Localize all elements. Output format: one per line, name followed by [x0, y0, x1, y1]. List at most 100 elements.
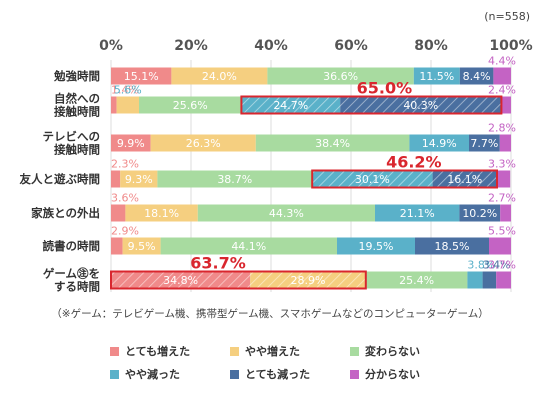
row-label: テレビへの — [43, 130, 101, 144]
row-label: 友人と遊ぶ時間 — [20, 172, 101, 186]
bar-segment — [267, 67, 414, 85]
data-label: 25.4% — [399, 274, 434, 287]
data-label: 9.3% — [125, 173, 153, 186]
bar-segment — [171, 67, 268, 85]
bar-segment — [415, 237, 489, 255]
bar-segment — [150, 134, 256, 152]
x-tick-label: 40% — [254, 38, 288, 54]
data-label: 11.5% — [419, 70, 454, 83]
bar-segment — [482, 271, 497, 289]
data-label-outside: 3.3% — [488, 158, 516, 171]
data-label: 36.6% — [323, 70, 358, 83]
bar-segment — [157, 170, 313, 188]
row-label: 勉強時間 — [53, 69, 100, 83]
data-label: 30.1% — [355, 173, 390, 186]
legend-label: 変わらない — [365, 344, 420, 358]
legend-swatch — [230, 370, 239, 379]
sample-size-label: (n=558) — [484, 10, 530, 23]
data-label-outside: 3.6% — [111, 192, 139, 205]
bar-segment — [111, 67, 172, 85]
legend-label: やや増えた — [245, 344, 300, 358]
data-label: 7.7% — [470, 137, 498, 150]
data-label: 24.7% — [273, 99, 308, 112]
row-label: 読書の時間 — [43, 239, 101, 253]
data-label-outside: 4.4% — [488, 55, 516, 68]
bar-segment — [365, 271, 468, 289]
row-label: する時間 — [54, 280, 100, 294]
bar-segment — [111, 96, 117, 114]
x-tick-label: 20% — [174, 38, 208, 54]
bar-segment — [409, 134, 469, 152]
legend-label: とても増えた — [125, 344, 190, 358]
highlight-frame — [311, 169, 499, 189]
x-tick-label: 100% — [489, 38, 532, 54]
bar-segment — [501, 96, 511, 114]
bar-segment — [111, 204, 126, 222]
data-label: 28.9% — [291, 274, 326, 287]
data-label: 44.3% — [269, 207, 304, 220]
highlight-hatch — [241, 96, 502, 114]
data-label-outside: 2.3% — [111, 158, 139, 171]
bar-segment — [160, 237, 337, 255]
row-label: ゲーム㊟を — [43, 267, 100, 281]
row-label: 家族との外出 — [31, 206, 100, 220]
bar-segment — [125, 204, 198, 222]
legend-swatch — [110, 370, 119, 379]
legend-swatch — [350, 347, 359, 356]
highlight-total-label: 46.2% — [386, 153, 442, 172]
highlight-total-label: 65.0% — [357, 79, 413, 98]
data-label: 21.1% — [400, 207, 435, 220]
data-labels: 15.1% 24.0% 36.6% 11.5% 8.4% 4.4% 65.0% 1.4%5.6… — [111, 55, 516, 288]
x-tick-label: 80% — [414, 38, 448, 54]
bar-segment — [111, 134, 151, 152]
bars — [110, 67, 511, 290]
highlight-frame — [110, 270, 367, 290]
bar-segment — [493, 67, 511, 85]
bar-segment — [111, 237, 123, 255]
data-label: 8.4% — [463, 70, 491, 83]
bar-segment — [459, 204, 501, 222]
axes: (n=558) 0% 20% 40% 60% 80% 100% 勉強時間自然への接触時間テレビ… — [20, 10, 533, 320]
highlight-hatch — [111, 271, 366, 289]
x-tick-label: 60% — [334, 38, 368, 54]
data-label-outside: 3.7% — [488, 259, 516, 272]
row-label: 接触時間 — [54, 105, 100, 119]
data-label: 40.3% — [403, 99, 438, 112]
legend-label: 分からない — [365, 367, 420, 381]
footnote: （※ゲーム：テレビゲーム機、携帯型ゲーム機、スマホゲームなどのコンピューターゲー… — [51, 307, 488, 320]
data-label: 15.1% — [124, 70, 159, 83]
data-label: 10.2% — [462, 207, 497, 220]
bar-segment — [139, 96, 242, 114]
data-label: 38.4% — [315, 137, 350, 150]
bar-segment — [197, 204, 375, 222]
bar-segment — [122, 237, 161, 255]
data-label: 24.0% — [202, 70, 237, 83]
legend-label: やや減った — [125, 367, 180, 381]
bar-segment — [489, 237, 511, 255]
data-label-outside: 2.9% — [111, 225, 139, 238]
legend-swatch — [350, 370, 359, 379]
highlight-total-label: 63.7% — [190, 254, 246, 273]
data-label: 16.1% — [447, 173, 482, 186]
data-label: 44.1% — [231, 240, 266, 253]
bar-segment — [459, 67, 494, 85]
data-label-outside: 1.4% — [111, 84, 139, 97]
data-label-outside: 2.7% — [488, 192, 516, 205]
bar-segment — [120, 170, 158, 188]
data-label: 18.5% — [435, 240, 470, 253]
data-label: 25.6% — [173, 99, 208, 112]
data-label-outside: 3.8% — [467, 259, 495, 272]
data-label-outside: 2.8% — [488, 122, 516, 135]
legend-swatch — [110, 347, 119, 356]
data-label: 14.9% — [422, 137, 457, 150]
bar-segment — [111, 170, 121, 188]
data-label: 9.5% — [128, 240, 156, 253]
bar-segment — [375, 204, 460, 222]
data-label: 26.3% — [186, 137, 221, 150]
row-label: 接触時間 — [54, 143, 100, 157]
highlight-hatch — [312, 170, 497, 188]
highlight-frame — [240, 95, 503, 115]
bar-segment — [499, 134, 511, 152]
data-label: 34.8% — [163, 274, 198, 287]
